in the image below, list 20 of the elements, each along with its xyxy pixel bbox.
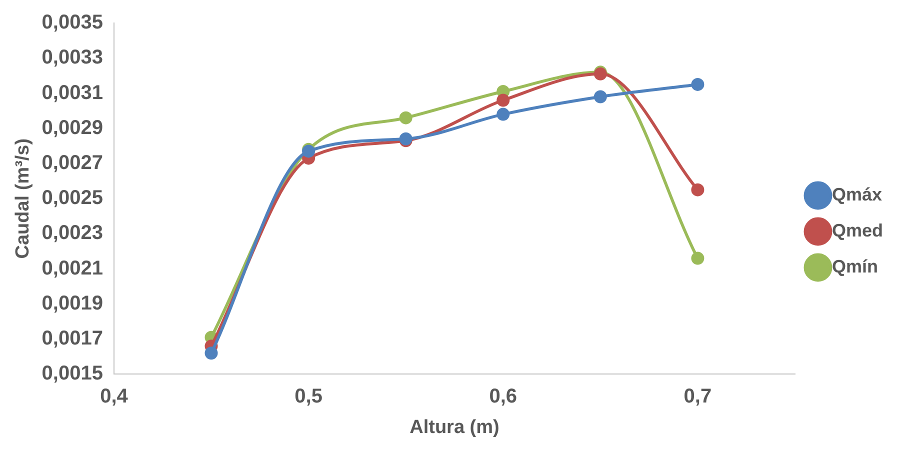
x-axis-title: Altura (m) [410,416,500,438]
y-tick-label: 0,0035 [42,12,103,34]
y-axis-title: Caudal (m³/s) [12,138,34,259]
y-tick-label: 0,0017 [42,328,103,350]
y-tick-label: 0,0031 [42,82,103,104]
y-tick-label: 0,0023 [42,222,103,244]
x-tick-label: 0,4 [100,386,129,408]
y-tick-label: 0,0015 [42,362,103,385]
y-tick-label: 0,0025 [42,187,103,210]
legend-label: Qmed [832,220,884,240]
y-tick-label: 0,0033 [42,46,103,69]
legend-label: Qmáx [832,184,882,204]
y-tick-label: 0,0021 [42,257,103,280]
legend-label: Qmín [832,256,878,276]
x-tick-label: 0,6 [489,386,518,408]
y-tick-label: 0,0019 [42,292,103,314]
y-tick-label: 0,0027 [42,152,103,174]
y-tick-label: 0,0029 [42,116,103,139]
x-tick-label: 0,5 [294,386,322,408]
x-tick-label: 0,7 [684,386,712,408]
